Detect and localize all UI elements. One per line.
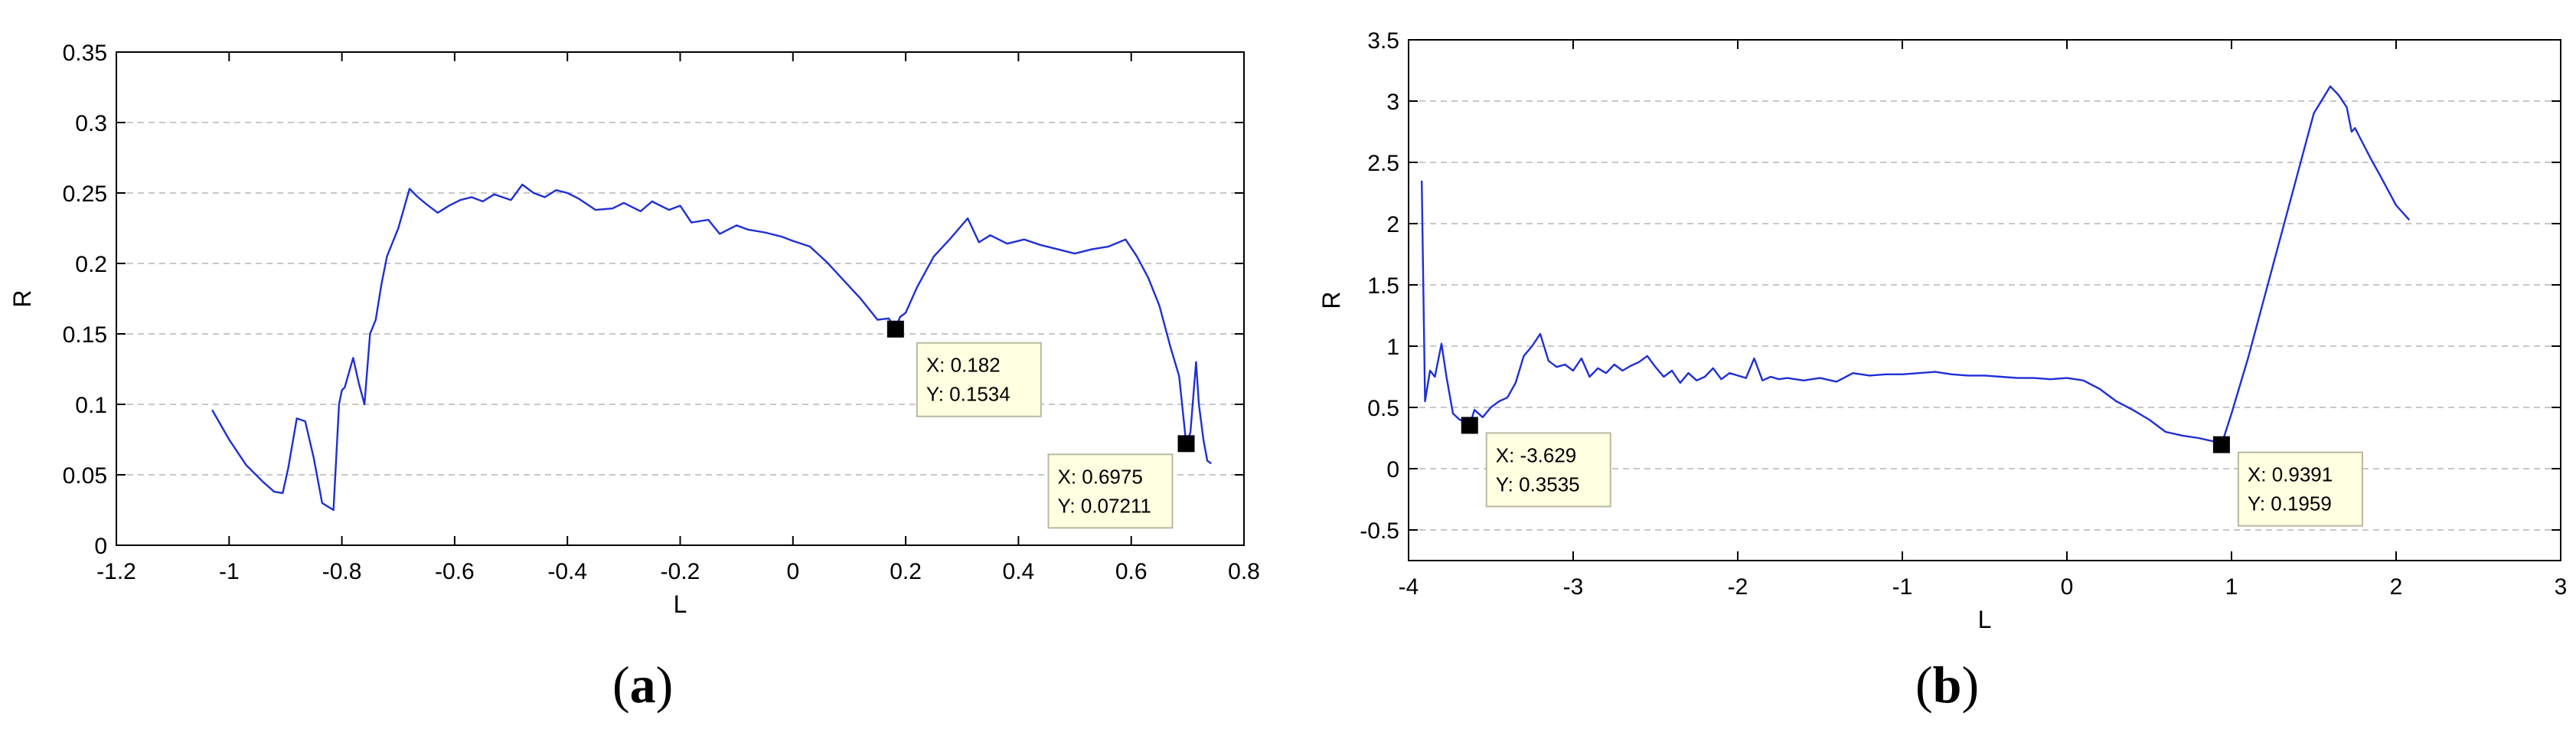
datatip-box bbox=[1047, 453, 1174, 529]
data-marker bbox=[1177, 435, 1195, 453]
y-tick-label: 0 bbox=[1386, 457, 1399, 482]
chart-panel-a: -1.2 -1 -0.8 -0.6 -0.4 -0.2 0 0.2 0.4 0.6 0.8 0 0.05… bbox=[8, 41, 1260, 618]
panel-label-a-letter: a bbox=[629, 656, 656, 714]
y-tick-label: 1 bbox=[1386, 335, 1399, 360]
x-tick-label: 2 bbox=[2390, 574, 2403, 600]
y-tick-label: 2.5 bbox=[1367, 151, 1399, 176]
panel-label-b: (b) bbox=[1915, 656, 1980, 714]
datatip-y-text: Y: 0.1959 bbox=[2248, 492, 2332, 515]
y-tick-label: 3.5 bbox=[1367, 28, 1399, 54]
y-tick-label: 0.15 bbox=[63, 322, 107, 348]
y-tick-label: 0.05 bbox=[63, 463, 107, 489]
x-tick-label: 0.2 bbox=[890, 559, 922, 584]
x-axis-label: L bbox=[674, 590, 687, 618]
y-tick-label: 0.1 bbox=[75, 393, 107, 418]
x-tick-label: 1 bbox=[2225, 574, 2238, 600]
x-tick-label: -4 bbox=[1399, 574, 1419, 600]
y-tick-label: 2 bbox=[1386, 212, 1399, 237]
y-tick-label: 0.5 bbox=[1367, 396, 1399, 421]
y-tick-label: 0 bbox=[94, 534, 107, 559]
datatip-y-text: Y: 0.3535 bbox=[1496, 473, 1580, 495]
y-tick-label: 0.25 bbox=[63, 181, 107, 207]
x-axis-label: L bbox=[1978, 606, 1992, 633]
x-tick-label: -3 bbox=[1563, 574, 1584, 600]
datatip-y-text: Y: 0.1534 bbox=[926, 383, 1010, 406]
data-line bbox=[211, 183, 1212, 512]
datatip-box bbox=[1485, 432, 1611, 508]
data-line bbox=[1421, 85, 2411, 446]
data-marker bbox=[1461, 417, 1478, 434]
datatip-x-text: X: -3.629 bbox=[1496, 443, 1577, 466]
y-axis-label: R bbox=[8, 289, 36, 307]
panel-label-a: (a) bbox=[612, 656, 674, 714]
x-tick-label: -0.6 bbox=[435, 559, 475, 584]
x-tick-label: 3 bbox=[2555, 574, 2568, 600]
x-tick-label: -0.4 bbox=[547, 559, 587, 584]
x-tick-label: 0.8 bbox=[1228, 559, 1260, 584]
x-tick-label: -0.2 bbox=[661, 559, 700, 584]
y-tick-label: -0.5 bbox=[1360, 518, 1399, 544]
x-tick-label: -1 bbox=[219, 559, 240, 584]
datatip-box bbox=[2237, 451, 2363, 527]
y-tick-label: 0.35 bbox=[63, 41, 107, 66]
plot-frame bbox=[1408, 39, 2561, 561]
x-tick-label: -1.2 bbox=[96, 559, 136, 584]
x-tick-label: 0.6 bbox=[1115, 559, 1148, 584]
y-tick-label: 1.5 bbox=[1367, 273, 1399, 299]
y-tick-label: 0.3 bbox=[75, 111, 107, 136]
y-tick-label: 0.2 bbox=[75, 252, 107, 277]
data-marker bbox=[886, 320, 904, 338]
y-axis-label: R bbox=[1317, 291, 1345, 309]
x-tick-label: -1 bbox=[1892, 574, 1913, 600]
panel-label-b-letter: b bbox=[1932, 656, 1962, 714]
y-tick-label: 3 bbox=[1386, 90, 1399, 115]
x-tick-label: 0 bbox=[2061, 574, 2074, 600]
data-marker bbox=[2212, 436, 2230, 453]
x-tick-label: -2 bbox=[1728, 574, 1748, 600]
datatip-x-text: X: 0.182 bbox=[926, 354, 1001, 377]
chart-panel-b: -4 -3 -2 -1 0 1 2 3 -0.5 0 0.5 1 1.5 2 2.5 3 3.5 L R X: -3.… bbox=[1317, 28, 2567, 633]
datatip-x-text: X: 0.6975 bbox=[1058, 465, 1143, 488]
x-tick-label: 0.4 bbox=[1003, 559, 1035, 584]
x-tick-label: -0.8 bbox=[322, 559, 362, 584]
x-tick-label: 0 bbox=[786, 559, 799, 584]
datatip-y-text: Y: 0.07211 bbox=[1058, 494, 1151, 517]
datatip-x-text: X: 0.9391 bbox=[2248, 463, 2333, 486]
datatip-box bbox=[916, 342, 1042, 417]
